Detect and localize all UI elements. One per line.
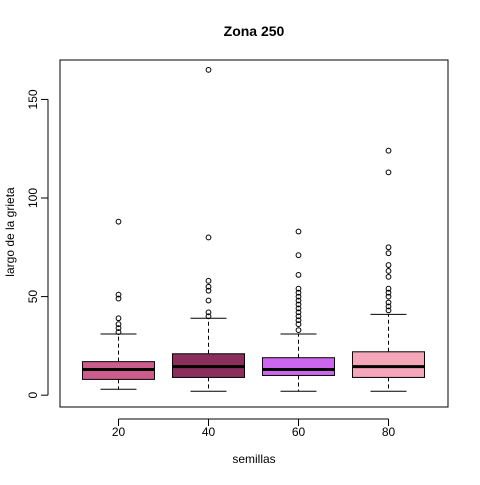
outlier-point (295, 228, 302, 235)
outlier-point (385, 273, 392, 280)
chart-title: Zona 250 (224, 23, 285, 39)
outlier-point (385, 289, 392, 296)
plot-area: 0 50 100 150 20 40 60 80 (26, 59, 449, 439)
outlier-point (205, 297, 212, 304)
outlier-point (205, 309, 212, 316)
outlier-point (115, 291, 122, 298)
outlier-point (295, 293, 302, 300)
x-tick-label: 40 (202, 425, 216, 439)
outlier-point (295, 301, 302, 308)
outlier-point (205, 66, 212, 73)
outlier-point (385, 299, 392, 306)
outlier-point (385, 169, 392, 176)
y-tick-label: 150 (26, 89, 40, 109)
box-80 (352, 351, 425, 378)
outlier-point (205, 277, 212, 284)
y-tick-label: 50 (26, 290, 40, 304)
outlier-point (115, 295, 122, 302)
outlier-point (115, 325, 122, 332)
outlier-point (385, 293, 392, 300)
outlier-point (115, 315, 122, 322)
box-60 (262, 357, 335, 376)
y-tick-label: 100 (26, 188, 40, 208)
outlier-point (385, 262, 392, 268)
outlier-point (295, 285, 302, 292)
y-axis-label: largo de la grieta (3, 187, 17, 277)
outlier-point (385, 303, 392, 310)
outlier-point (115, 218, 122, 225)
x-axis-label: semillas (232, 452, 275, 466)
outlier-point (385, 307, 392, 314)
outlier-point (205, 287, 212, 294)
x-tick-label: 80 (382, 425, 396, 439)
outlier-point (385, 268, 392, 274)
outlier-point (205, 313, 212, 320)
plot-frame (59, 59, 449, 408)
outlier-point (295, 321, 302, 328)
outlier-point (385, 250, 392, 257)
outlier-point (385, 285, 392, 292)
outlier-point (385, 244, 392, 251)
outlier-point (295, 289, 302, 296)
outlier-point (295, 252, 302, 259)
outlier-point (295, 313, 302, 320)
outlier-point (115, 321, 122, 328)
outlier-point (115, 329, 122, 335)
outlier-point (295, 272, 302, 278)
outlier-point (295, 327, 302, 334)
y-tick-label: 0 (26, 392, 40, 399)
outlier-point (295, 305, 302, 312)
outlier-point (295, 317, 302, 324)
outlier-point (385, 147, 392, 154)
outlier-point (205, 283, 212, 290)
x-tick-label: 60 (292, 425, 306, 439)
outlier-point (205, 234, 212, 241)
outlier-point (295, 309, 302, 316)
x-tick-label: 20 (112, 425, 126, 439)
outlier-point (295, 297, 302, 304)
